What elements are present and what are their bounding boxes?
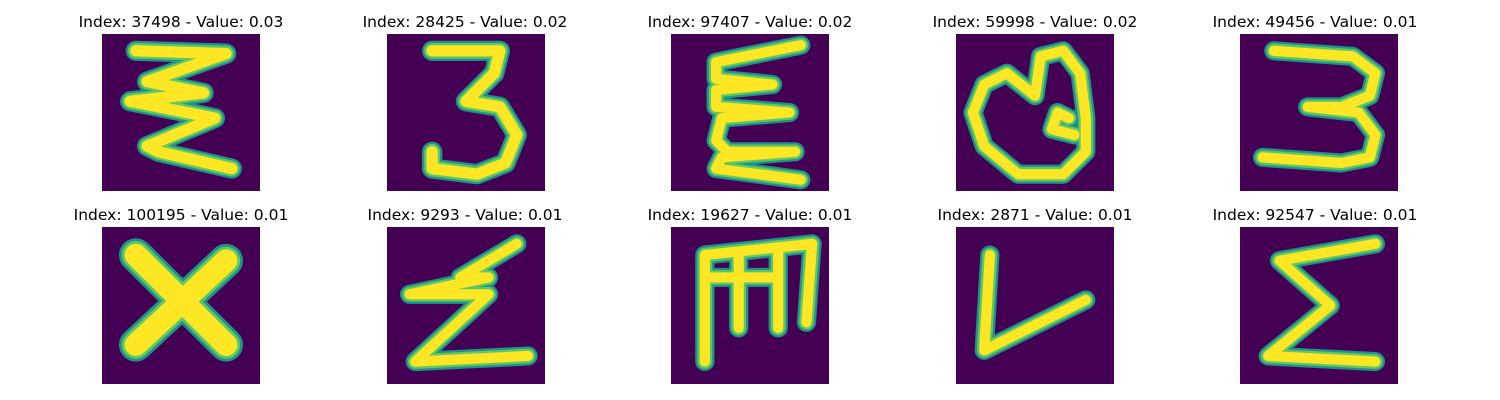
- panel-5: Index: 49456 - Value: 0.01: [1165, 10, 1465, 200]
- panel-9: Index: 2871 - Value: 0.01: [885, 203, 1185, 393]
- panel-title: Index: 49456 - Value: 0.01: [1212, 13, 1418, 31]
- panel-image: [387, 227, 545, 384]
- panel-image: [387, 34, 545, 191]
- panel-title: Index: 19627 - Value: 0.01: [647, 206, 853, 224]
- panel-image: [102, 34, 260, 191]
- panel-image: [102, 227, 260, 384]
- panel-7: Index: 9293 - Value: 0.01: [315, 203, 615, 393]
- panel-image: [956, 227, 1114, 384]
- panel-1: Index: 37498 - Value: 0.03: [31, 10, 331, 200]
- panel-image: [1240, 227, 1398, 384]
- panel-image: [956, 34, 1114, 191]
- panel-title: Index: 100195 - Value: 0.01: [73, 206, 289, 224]
- panel-4: Index: 59998 - Value: 0.02: [885, 10, 1185, 200]
- panel-3: Index: 97407 - Value: 0.02: [600, 10, 900, 200]
- panel-2: Index: 28425 - Value: 0.02: [315, 10, 615, 200]
- panel-image: [1240, 34, 1398, 191]
- panel-title: Index: 59998 - Value: 0.02: [932, 13, 1138, 31]
- panel-image: [671, 34, 829, 191]
- panel-title: Index: 2871 - Value: 0.01: [937, 206, 1133, 224]
- panel-title: Index: 97407 - Value: 0.02: [647, 13, 853, 31]
- panel-10: Index: 92547 - Value: 0.01: [1165, 203, 1465, 393]
- panel-title: Index: 9293 - Value: 0.01: [367, 206, 563, 224]
- panel-title: Index: 28425 - Value: 0.02: [362, 13, 568, 31]
- panel-image: [671, 227, 829, 384]
- panel-title: Index: 37498 - Value: 0.03: [78, 13, 284, 31]
- panel-8: Index: 19627 - Value: 0.01: [600, 203, 900, 393]
- panel-6: Index: 100195 - Value: 0.01: [31, 203, 331, 393]
- panel-title: Index: 92547 - Value: 0.01: [1212, 206, 1418, 224]
